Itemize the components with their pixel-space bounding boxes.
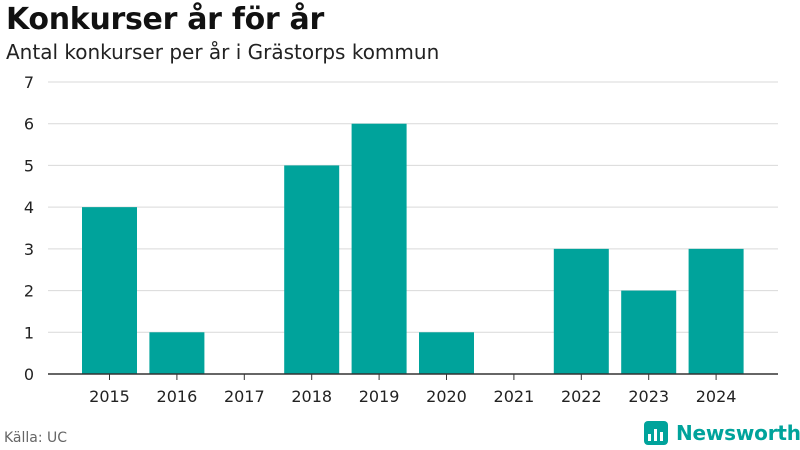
x-tick-label: 2016 <box>157 387 198 406</box>
bar-2022 <box>553 248 609 374</box>
bar-chart-icon <box>644 421 668 445</box>
x-tick-label: 2022 <box>561 387 602 406</box>
y-tick-label: 3 <box>24 240 34 259</box>
bar-2015 <box>82 207 137 374</box>
bar-2018 <box>284 165 340 374</box>
chart-subtitle: Antal konkurser per år i Grästorps kommu… <box>6 40 440 64</box>
y-tick-label: 7 <box>24 73 34 92</box>
bar-2016 <box>149 332 205 374</box>
y-tick-label: 4 <box>24 198 34 217</box>
x-tick-label: 2020 <box>426 387 467 406</box>
y-tick-label: 2 <box>24 282 34 301</box>
x-tick-label: 2021 <box>494 387 535 406</box>
y-tick-label: 0 <box>24 365 34 384</box>
x-tick-label: 2024 <box>696 387 737 406</box>
bar-2019 <box>351 123 407 374</box>
brand-name: Newsworthy <box>676 421 800 445</box>
newsworthy-logo: Newsworthy <box>644 421 800 445</box>
x-tick-label: 2019 <box>359 387 400 406</box>
bar-2024 <box>688 248 744 374</box>
y-tick-label: 6 <box>24 115 34 134</box>
source-label: Källa: UC <box>4 430 68 446</box>
bar-2023 <box>621 290 677 374</box>
bar-2020 <box>419 332 474 374</box>
x-tick-label: 2023 <box>628 387 669 406</box>
y-tick-label: 5 <box>24 156 34 175</box>
x-tick-label: 2018 <box>291 387 332 406</box>
chart-title: Konkurser år för år <box>6 2 324 37</box>
x-tick-label: 2015 <box>89 387 130 406</box>
y-tick-label: 1 <box>24 323 34 342</box>
x-tick-label: 2017 <box>224 387 265 406</box>
